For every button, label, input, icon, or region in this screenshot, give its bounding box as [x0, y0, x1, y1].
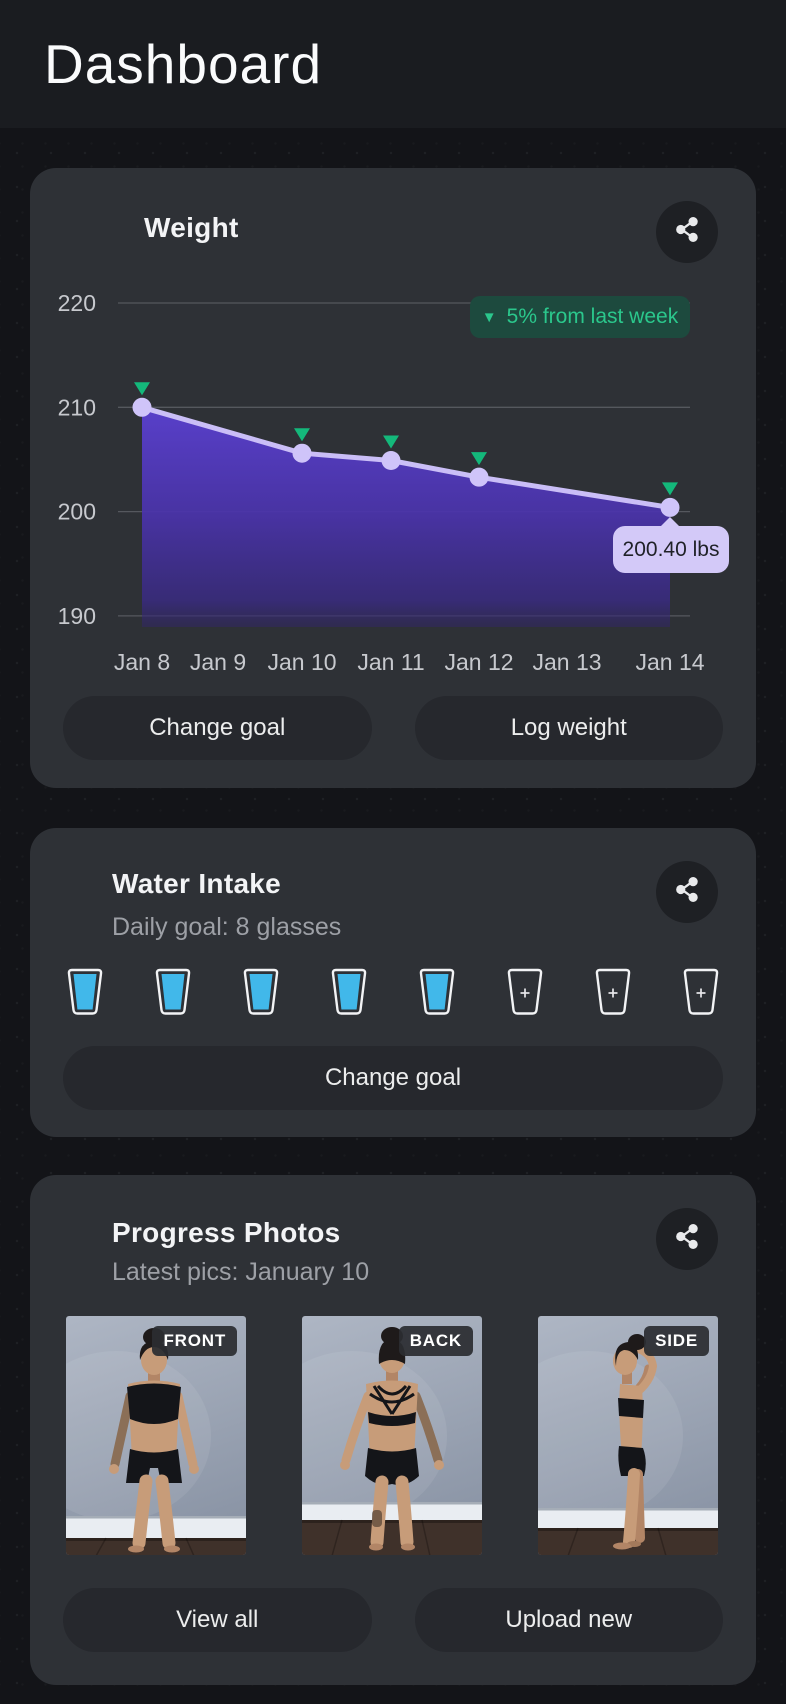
y-axis-label: 220	[58, 290, 96, 316]
weight-chart: 220 210 200 190 Jan 8 Jan 9 Jan 10 Jan 11 Jan 12…	[30, 280, 756, 680]
progress-photos-row: FRONT BACK SIDE	[66, 1316, 720, 1555]
water-glass-filled[interactable]	[65, 967, 105, 1017]
photo-label-back: BACK	[398, 1326, 473, 1356]
trend-down-triangle-icon	[471, 452, 487, 466]
photo-baseboard	[66, 1516, 246, 1538]
photo-label-side: SIDE	[644, 1326, 709, 1356]
water-glass-empty-add[interactable]	[681, 967, 721, 1017]
chart-point[interactable]	[469, 467, 489, 487]
water-glasses-row	[65, 967, 721, 1017]
glass-icon	[155, 968, 191, 1015]
trend-down-triangle-icon	[134, 382, 150, 396]
person-front	[109, 1328, 199, 1553]
x-axis-label: Jan 9	[190, 649, 246, 675]
change-water-goal-button[interactable]: Change goal	[63, 1046, 723, 1110]
glass-icon	[331, 968, 367, 1015]
x-axis-label: Jan 13	[532, 649, 601, 675]
chart-point[interactable]	[292, 443, 312, 463]
y-axis-label: 210	[58, 394, 96, 420]
trend-down-triangle-icon	[294, 428, 310, 442]
water-card-actions: Change goal	[63, 1046, 723, 1110]
share-icon	[674, 1223, 701, 1255]
glass-icon	[243, 968, 279, 1015]
water-glass-empty-add[interactable]	[593, 967, 633, 1017]
share-icon	[674, 876, 701, 908]
photo-floor	[66, 1538, 246, 1555]
view-all-button[interactable]: View all	[63, 1588, 372, 1652]
photo-floor	[302, 1520, 482, 1555]
y-axis-label: 200	[58, 499, 96, 525]
water-fill	[161, 974, 185, 1010]
weight-card: Weight 220 210 200 190 Jan 8 Jan 9 Jan 10 Jan 1…	[30, 168, 756, 788]
water-fill	[73, 974, 97, 1010]
plus-icon	[520, 988, 530, 998]
plus-icon	[608, 988, 618, 998]
x-axis-label: Jan 12	[444, 649, 513, 675]
photo-baseboard	[302, 1502, 482, 1520]
share-water-button[interactable]	[656, 861, 718, 923]
progress-photos-card: Progress Photos Latest pics: January 10 …	[30, 1175, 756, 1685]
photos-card-actions: View all Upload new	[63, 1588, 723, 1652]
chart-point[interactable]	[660, 497, 680, 517]
water-fill	[337, 974, 361, 1010]
water-card-title: Water Intake	[112, 868, 282, 899]
x-axis-label: Jan 14	[635, 649, 704, 675]
weight-chart-plot: 220 210 200 190 Jan 8 Jan 9 Jan 10 Jan 11 Jan 12…	[58, 290, 705, 675]
progress-photo-front[interactable]: FRONT	[66, 1316, 246, 1555]
share-icon	[674, 216, 701, 248]
chart-area	[142, 407, 670, 627]
photos-card-title: Progress Photos	[112, 1217, 341, 1248]
share-weight-button[interactable]	[656, 201, 718, 263]
glass-icon	[507, 968, 543, 1015]
photo-image	[302, 1316, 482, 1555]
glass-icon	[683, 968, 719, 1015]
trend-badge: ▼ 5% from last week	[470, 296, 690, 338]
person-side	[613, 1334, 658, 1550]
water-intake-card: Water Intake Daily goal: 8 glasses Chang…	[30, 828, 756, 1137]
trend-down-triangle-icon	[662, 482, 678, 496]
progress-photo-side[interactable]: SIDE	[538, 1316, 718, 1555]
plus-icon	[696, 988, 706, 998]
page-title: Dashboard	[44, 33, 323, 95]
water-glass-filled[interactable]	[241, 967, 281, 1017]
trend-down-triangle-icon	[383, 435, 399, 449]
page-header: Dashboard	[0, 0, 786, 128]
weight-card-title: Weight	[144, 212, 239, 243]
photos-card-subtitle: Latest pics: January 10	[112, 1258, 370, 1286]
weight-card-actions: Change goal Log weight	[63, 696, 723, 760]
y-axis-label: 190	[58, 603, 96, 629]
chart-point[interactable]	[381, 450, 401, 470]
triangle-down-icon: ▼	[481, 308, 497, 326]
glass-icon	[67, 968, 103, 1015]
x-axis-label: Jan 8	[114, 649, 170, 675]
water-glass-filled[interactable]	[329, 967, 369, 1017]
glass-icon	[595, 968, 631, 1015]
water-fill	[249, 974, 273, 1010]
share-photos-button[interactable]	[656, 1208, 718, 1270]
water-glass-filled[interactable]	[153, 967, 193, 1017]
chart-tooltip: 200.40 lbs	[613, 517, 729, 573]
log-weight-button[interactable]: Log weight	[414, 696, 723, 760]
x-axis-label: Jan 10	[267, 649, 336, 675]
water-card-subtitle: Daily goal: 8 glasses	[112, 913, 342, 941]
person-back	[340, 1327, 444, 1551]
progress-photo-back[interactable]: BACK	[302, 1316, 482, 1555]
water-glass-empty-add[interactable]	[505, 967, 545, 1017]
photo-label-front: FRONT	[152, 1326, 237, 1356]
upload-new-button[interactable]: Upload new	[414, 1588, 723, 1652]
trend-badge-label: 5% from last week	[506, 305, 679, 328]
change-goal-button[interactable]: Change goal	[63, 696, 372, 760]
x-axis-label: Jan 11	[357, 649, 424, 675]
water-fill	[425, 974, 449, 1010]
chart-point[interactable]	[132, 397, 152, 417]
glass-icon	[419, 968, 455, 1015]
water-glass-filled[interactable]	[417, 967, 457, 1017]
